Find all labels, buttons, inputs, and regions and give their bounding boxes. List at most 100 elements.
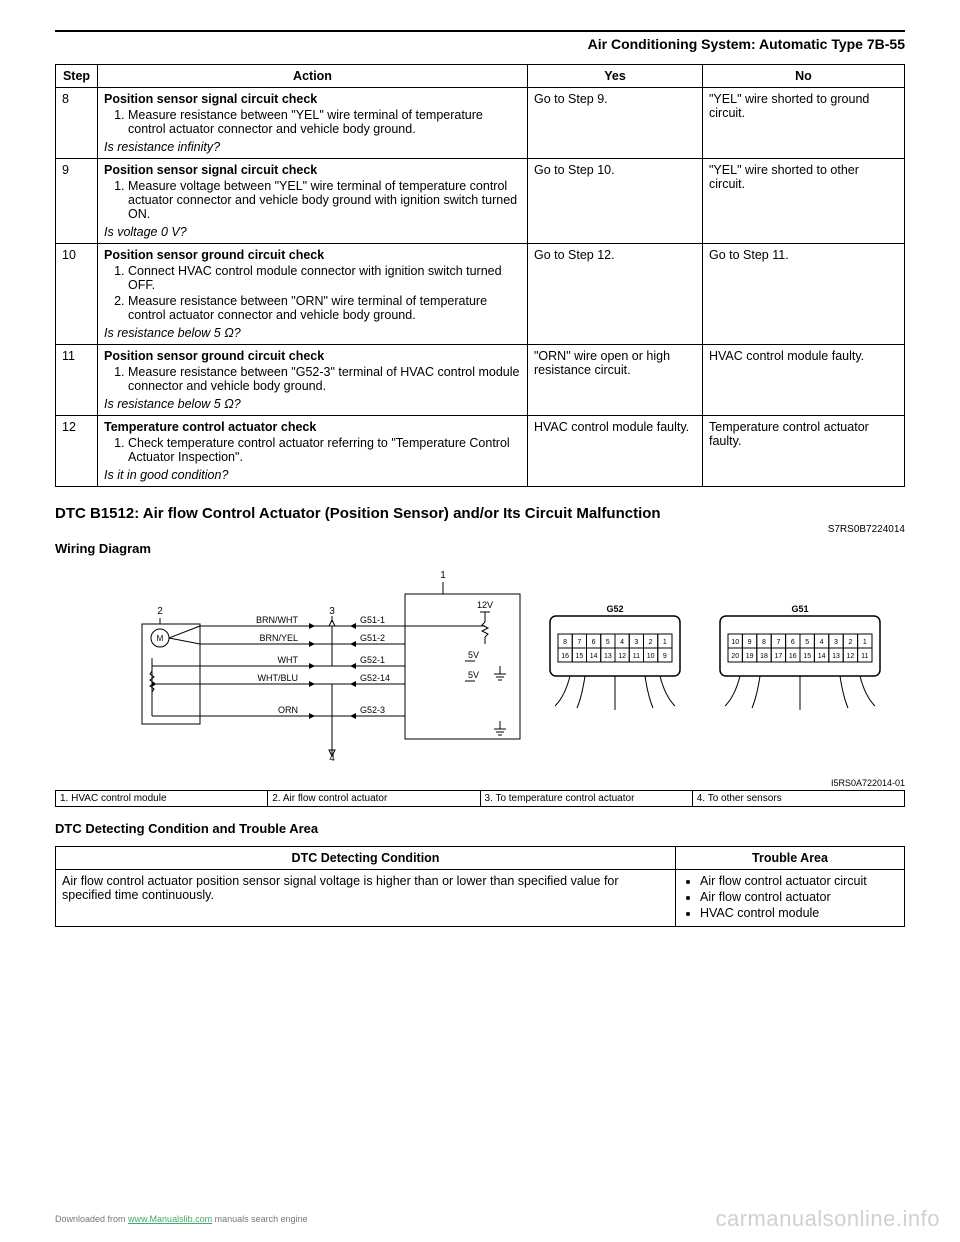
svg-text:10: 10 bbox=[731, 639, 739, 646]
svg-text:8: 8 bbox=[762, 639, 766, 646]
footer: Downloaded from www.Manualslib.com manua… bbox=[55, 1214, 308, 1224]
yes-cell: Go to Step 12. bbox=[528, 244, 703, 345]
svg-text:G52-14: G52-14 bbox=[360, 673, 390, 683]
step-cell: 8 bbox=[56, 88, 98, 159]
svg-text:15: 15 bbox=[803, 653, 811, 660]
wiring-diagram: 1 12V 5V 5V 2 bbox=[55, 566, 905, 807]
svg-text:12V: 12V bbox=[477, 600, 493, 610]
legend-cell: 4. To other sensors bbox=[692, 791, 904, 807]
dtc-title: DTC B1512: Air flow Control Actuator (Po… bbox=[55, 505, 905, 522]
footer-post: manuals search engine bbox=[212, 1214, 308, 1224]
th-step: Step bbox=[56, 65, 98, 88]
svg-text:5: 5 bbox=[606, 639, 610, 646]
trouble-area: Air flow control actuator circuit Air flo… bbox=[676, 870, 905, 927]
no-cell: Temperature control actuator faulty. bbox=[703, 416, 905, 487]
trouble-item: Air flow control actuator circuit bbox=[700, 874, 898, 888]
cond-text: Air flow control actuator position senso… bbox=[56, 870, 676, 927]
svg-text:13: 13 bbox=[604, 653, 612, 660]
svg-text:G52-1: G52-1 bbox=[360, 655, 385, 665]
svg-text:18: 18 bbox=[760, 653, 768, 660]
svg-text:3: 3 bbox=[329, 606, 335, 617]
yes-cell: "ORN" wire open or high resistance circu… bbox=[528, 345, 703, 416]
svg-text:2: 2 bbox=[848, 639, 852, 646]
th-no: No bbox=[703, 65, 905, 88]
wiring-title: Wiring Diagram bbox=[55, 541, 905, 556]
page: Air Conditioning System: Automatic Type … bbox=[0, 0, 960, 1242]
svg-text:3: 3 bbox=[834, 639, 838, 646]
footer-link[interactable]: www.Manualslib.com bbox=[128, 1214, 212, 1224]
svg-text:3: 3 bbox=[634, 639, 638, 646]
diagram-id: I5RS0A722014-01 bbox=[55, 778, 905, 788]
footer-pre: Downloaded from bbox=[55, 1214, 128, 1224]
svg-text:7: 7 bbox=[776, 639, 780, 646]
svg-text:7: 7 bbox=[577, 639, 581, 646]
step-cell: 10 bbox=[56, 244, 98, 345]
svg-text:5V: 5V bbox=[468, 670, 479, 680]
action-cell: Position sensor signal circuit checkMeas… bbox=[98, 159, 528, 244]
svg-text:20: 20 bbox=[731, 653, 739, 660]
action-cell: Position sensor ground circuit checkMeas… bbox=[98, 345, 528, 416]
svg-text:M: M bbox=[157, 634, 164, 643]
cond-title: DTC Detecting Condition and Trouble Area bbox=[55, 821, 905, 836]
no-cell: "YEL" wire shorted to other circuit. bbox=[703, 159, 905, 244]
svg-text:14: 14 bbox=[590, 653, 598, 660]
svg-text:9: 9 bbox=[663, 653, 667, 660]
legend-cell: 1. HVAC control module bbox=[56, 791, 268, 807]
svg-text:4: 4 bbox=[620, 639, 624, 646]
header-rule bbox=[55, 30, 905, 32]
page-header: Air Conditioning System: Automatic Type … bbox=[55, 36, 905, 52]
step-cell: 11 bbox=[56, 345, 98, 416]
svg-text:WHT: WHT bbox=[278, 655, 299, 665]
svg-text:2: 2 bbox=[649, 639, 653, 646]
svg-text:13: 13 bbox=[832, 653, 840, 660]
th-yes: Yes bbox=[528, 65, 703, 88]
action-cell: Temperature control actuator checkCheck … bbox=[98, 416, 528, 487]
svg-text:G52-3: G52-3 bbox=[360, 705, 385, 715]
svg-text:5: 5 bbox=[805, 639, 809, 646]
diagnostic-table: Step Action Yes No 8Position sensor sign… bbox=[55, 64, 905, 487]
watermark: carmanualsonline.info bbox=[715, 1206, 940, 1232]
svg-text:BRN/YEL: BRN/YEL bbox=[259, 633, 298, 643]
svg-text:BRN/WHT: BRN/WHT bbox=[256, 615, 298, 625]
step-cell: 12 bbox=[56, 416, 98, 487]
th-cond: DTC Detecting Condition bbox=[56, 847, 676, 870]
svg-text:12: 12 bbox=[847, 653, 855, 660]
no-cell: Go to Step 11. bbox=[703, 244, 905, 345]
yes-cell: HVAC control module faulty. bbox=[528, 416, 703, 487]
svg-text:8: 8 bbox=[563, 639, 567, 646]
svg-text:1: 1 bbox=[440, 570, 446, 581]
svg-text:19: 19 bbox=[746, 653, 754, 660]
yes-cell: Go to Step 10. bbox=[528, 159, 703, 244]
svg-text:11: 11 bbox=[861, 653, 868, 660]
svg-text:6: 6 bbox=[791, 639, 795, 646]
svg-text:4: 4 bbox=[820, 639, 824, 646]
dtc-condition-table: DTC Detecting Condition Trouble Area Air… bbox=[55, 846, 905, 927]
svg-text:12: 12 bbox=[618, 653, 626, 660]
action-cell: Position sensor signal circuit checkMeas… bbox=[98, 88, 528, 159]
svg-text:G52: G52 bbox=[606, 604, 623, 614]
svg-text:15: 15 bbox=[575, 653, 583, 660]
trouble-item: Air flow control actuator bbox=[700, 890, 898, 904]
svg-text:9: 9 bbox=[748, 639, 752, 646]
no-cell: "YEL" wire shorted to ground circuit. bbox=[703, 88, 905, 159]
action-cell: Position sensor ground circuit checkConn… bbox=[98, 244, 528, 345]
svg-text:10: 10 bbox=[647, 653, 655, 660]
legend-cell: 2. Air flow control actuator bbox=[268, 791, 480, 807]
svg-text:G51-2: G51-2 bbox=[360, 633, 385, 643]
svg-text:17: 17 bbox=[775, 653, 783, 660]
svg-text:16: 16 bbox=[561, 653, 569, 660]
doc-id: S7RS0B7224014 bbox=[55, 524, 905, 535]
svg-text:ORN: ORN bbox=[278, 705, 298, 715]
svg-text:1: 1 bbox=[863, 639, 867, 646]
svg-text:5V: 5V bbox=[468, 650, 479, 660]
trouble-item: HVAC control module bbox=[700, 906, 898, 920]
yes-cell: Go to Step 9. bbox=[528, 88, 703, 159]
th-trouble: Trouble Area bbox=[676, 847, 905, 870]
no-cell: HVAC control module faulty. bbox=[703, 345, 905, 416]
svg-text:G51-1: G51-1 bbox=[360, 615, 385, 625]
svg-text:14: 14 bbox=[818, 653, 826, 660]
svg-text:16: 16 bbox=[789, 653, 797, 660]
svg-text:11: 11 bbox=[633, 653, 640, 660]
step-cell: 9 bbox=[56, 159, 98, 244]
svg-text:G51: G51 bbox=[791, 604, 808, 614]
